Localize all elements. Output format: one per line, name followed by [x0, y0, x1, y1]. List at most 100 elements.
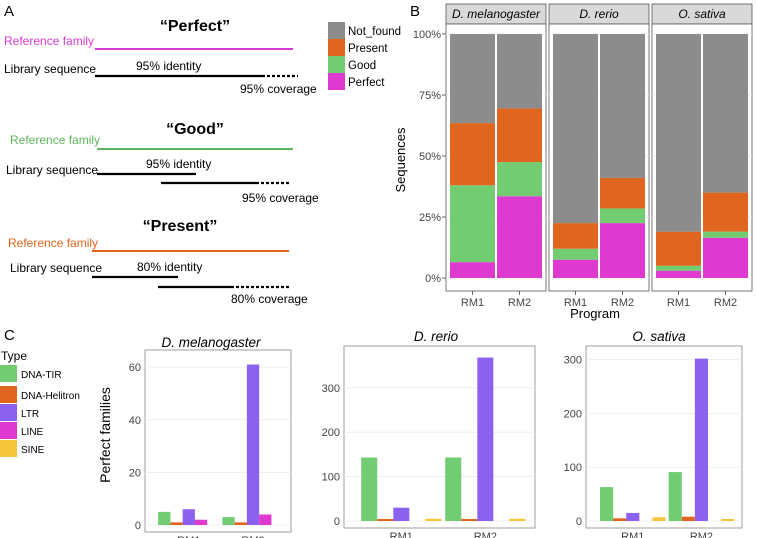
identity-label: 80% identity [137, 260, 202, 274]
bar-segment-d-melanogaster-rm1-perfect [450, 262, 495, 278]
bar-segment-d-rerio-rm1-good [553, 248, 598, 260]
ytick-label: 100 [564, 462, 582, 474]
legend-label-perfect: Perfect [348, 77, 385, 89]
bar-o-sativa-rm2-dna-helitron [681, 516, 695, 521]
legend-label-sine: SINE [21, 445, 45, 456]
bar-segment-d-melanogaster-rm2-not-found [497, 34, 542, 109]
bar-segment-d-rerio-rm1-perfect [553, 259, 598, 278]
library-label: Library sequence [6, 163, 98, 177]
diagram-title: “Good” [166, 121, 224, 138]
reference-label: Reference family [4, 34, 94, 48]
legend-key-good [328, 56, 345, 73]
bar-d-melanogaster-rm1-ltr [182, 509, 195, 525]
bar-segment-d-rerio-rm2-perfect [600, 223, 645, 278]
identity-label: 95% identity [136, 59, 201, 73]
bar-segment-d-melanogaster-rm1-not-found [450, 34, 495, 124]
chart-c-ylabel: Perfect families [97, 387, 113, 483]
legend-key-line [0, 422, 17, 439]
identity-label: 95% identity [146, 157, 211, 171]
facet-title-d-rerio: D. rerio [579, 7, 619, 21]
legend-key-ltr [0, 404, 17, 421]
bar-d-rerio-rm2-sine [509, 518, 526, 521]
xtick-label: RM1 [390, 531, 413, 538]
chart-b-xtick-label: RM1 [667, 297, 690, 309]
chart-sequences-stacked: Sequences Program 0% 25% 50% 75% 100% D. mela… [393, 3, 753, 321]
bar-o-sativa-rm1-sine [652, 517, 666, 521]
bar-d-melanogaster-rm1-dna-helitron [170, 522, 183, 525]
legend-label-present: Present [348, 43, 388, 55]
bar-d-rerio-rm2-ltr [477, 357, 494, 521]
bar-segment-d-rerio-rm2-present [600, 177, 645, 209]
legend-label-dna-helitron: DNA-Helitron [21, 391, 80, 402]
legend-label-dna-tir: DNA-TIR [21, 370, 62, 381]
facet-title-o-sativa: O. sativa [678, 7, 726, 21]
ytick-label: 0 [334, 516, 340, 528]
reference-label: Reference family [8, 236, 98, 250]
bar-d-melanogaster-rm2-dna-helitron [234, 522, 247, 525]
bar-segment-d-melanogaster-rm2-perfect [497, 196, 542, 278]
ytick-label: 200 [564, 408, 582, 420]
bar-segment-d-melanogaster-rm1-good [450, 185, 495, 263]
xtick-label: RM1 [621, 531, 644, 538]
bar-d-melanogaster-rm2-ltr [246, 364, 260, 525]
legend-label-ltr: LTR [21, 409, 39, 420]
bar-segment-d-rerio-rm1-present [553, 223, 598, 249]
chart-b-ytick-label: 25% [419, 212, 441, 224]
bar-o-sativa-rm1-dna-tir [600, 487, 614, 521]
xtick-label: RM1 [177, 535, 200, 538]
diagram-perfect: “Perfect” Reference family Library seque… [4, 18, 317, 96]
bar-segment-o-sativa-rm2-good [703, 231, 748, 238]
legend-label-good: Good [348, 60, 376, 72]
diagram-title: “Perfect” [160, 18, 230, 35]
diagram-present: “Present” Reference family Library seque… [8, 218, 308, 306]
chart-b-xtick-label: RM2 [714, 297, 737, 309]
bar-segment-o-sativa-rm2-present [703, 192, 748, 232]
xtick-label: RM2 [474, 531, 497, 538]
legend-type: Type DNA-TIR DNA-Helitron LTR LINE SINE [0, 349, 80, 457]
facet-title-d-melanogaster: D. melanogaster [452, 7, 541, 21]
bar-segment-o-sativa-rm1-good [656, 265, 701, 271]
bar-d-rerio-rm2-dna-helitron [461, 519, 478, 521]
bar-segment-o-sativa-rm1-perfect [656, 270, 701, 278]
ytick-label: 0 [135, 520, 141, 532]
xtick-label: RM2 [690, 531, 713, 538]
legend-key-present [328, 39, 345, 56]
bar-d-rerio-rm1-sine [425, 518, 442, 521]
chart-b-xtick-label: RM2 [611, 297, 634, 309]
bar-o-sativa-rm2-dna-tir [668, 472, 682, 521]
bar-segment-d-melanogaster-rm2-good [497, 162, 542, 197]
bar-o-sativa-rm2-sine [721, 519, 735, 521]
chart-b-ytick-label: 0% [425, 273, 441, 285]
ytick-label: 20 [129, 467, 141, 479]
panel-label-c: C [4, 327, 15, 344]
coverage-label: 95% coverage [240, 82, 317, 96]
xtick-label: RM2 [241, 535, 264, 538]
panel-title-d-rerio: D. rerio [414, 329, 459, 344]
bar-d-rerio-rm1-dna-tir [361, 457, 378, 521]
bar-segment-d-rerio-rm2-not-found [600, 34, 645, 178]
panel-label-a: A [4, 3, 14, 20]
panel-title-d-melanogaster: D. melanogaster [161, 335, 261, 350]
bar-segment-o-sativa-rm2-perfect [703, 237, 748, 278]
chart-b-xlabel: Program [570, 306, 620, 321]
bar-d-melanogaster-rm1-line [194, 519, 208, 525]
legend-key-not-found [328, 22, 345, 39]
library-label: Library sequence [4, 62, 96, 76]
bar-d-rerio-rm2-dna-tir [445, 457, 462, 521]
bar-segment-o-sativa-rm1-present [656, 231, 701, 266]
ytick-label: 300 [322, 383, 340, 395]
bar-segment-o-sativa-rm2-not-found [703, 34, 748, 193]
legend-key-sine [0, 440, 17, 457]
ytick-label: 200 [322, 427, 340, 439]
bar-segment-d-rerio-rm1-not-found [553, 34, 598, 224]
bar-segment-d-melanogaster-rm1-present [450, 123, 495, 186]
bar-d-rerio-rm1-ltr [393, 507, 410, 521]
bar-d-melanogaster-rm1-dna-tir [158, 511, 171, 525]
diagram-good: “Good” Reference family Library sequence… [6, 121, 319, 205]
bar-segment-d-rerio-rm2-good [600, 208, 645, 224]
panel-title-o-sativa: O. sativa [632, 329, 686, 344]
legend-key-perfect [328, 73, 345, 90]
ytick-label: 60 [129, 362, 141, 374]
chart-b-ytick-label: 75% [419, 90, 441, 102]
